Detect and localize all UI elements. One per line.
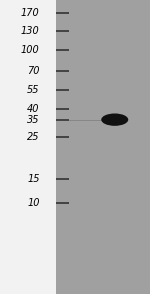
Text: 70: 70 — [27, 66, 40, 76]
Bar — [56, 0, 150, 294]
Text: 10: 10 — [27, 198, 40, 208]
Text: 170: 170 — [21, 8, 40, 18]
Text: 130: 130 — [21, 26, 40, 36]
Text: 55: 55 — [27, 85, 40, 95]
Text: 35: 35 — [27, 115, 40, 125]
Text: 25: 25 — [27, 132, 40, 142]
Text: 15: 15 — [27, 174, 40, 184]
Text: 100: 100 — [21, 45, 40, 55]
Text: 40: 40 — [27, 104, 40, 114]
Ellipse shape — [101, 113, 128, 126]
